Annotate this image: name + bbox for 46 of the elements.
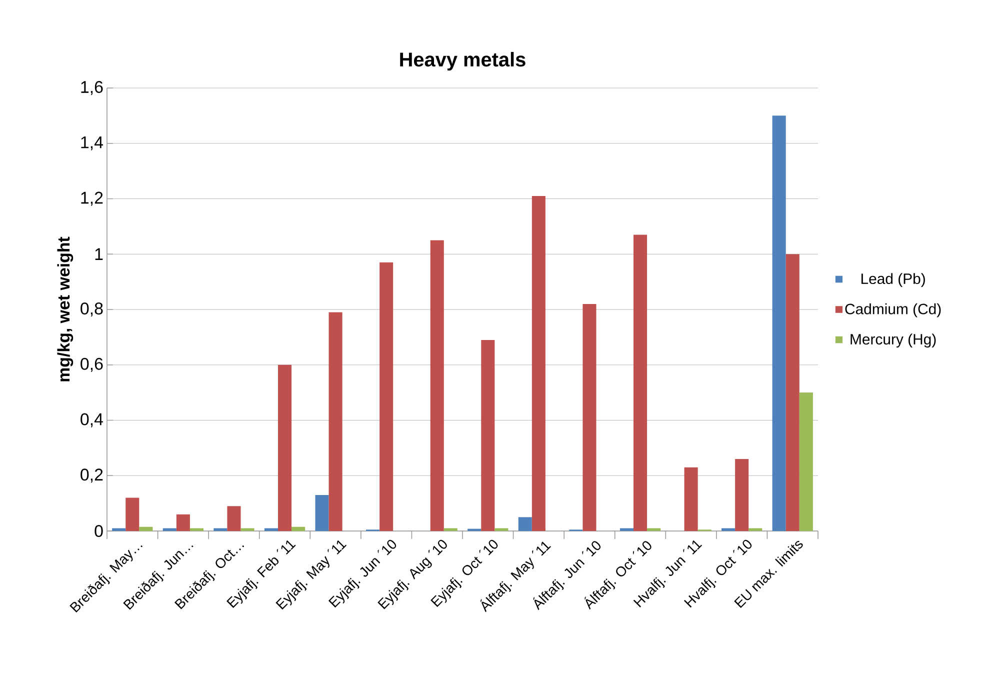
bar (748, 528, 762, 531)
bar (620, 528, 634, 531)
bar (633, 234, 648, 531)
y-tick-label: 0,2 (80, 468, 103, 483)
legend-label: Mercury (Hg) (850, 334, 936, 348)
bar (112, 528, 126, 531)
bar (162, 528, 176, 531)
bar (684, 467, 698, 531)
bar (292, 526, 306, 531)
y-tick-label: 1,2 (81, 192, 103, 206)
bar (799, 392, 813, 531)
y-tick-label: 1,4 (81, 136, 103, 150)
y-axis-title: mg/kg, wet weight (57, 236, 74, 382)
bar (315, 495, 329, 531)
bar (722, 528, 736, 531)
bar (139, 526, 153, 531)
bar (481, 340, 495, 531)
bar (240, 528, 254, 531)
bar (430, 240, 444, 531)
y-tick-label: 1,6 (81, 80, 103, 95)
bar (647, 528, 661, 531)
bar (214, 528, 228, 531)
bar (772, 116, 786, 531)
bar (735, 459, 749, 531)
bar (278, 364, 292, 531)
bar (264, 528, 278, 531)
bar (532, 196, 546, 531)
bar (176, 514, 190, 531)
bar (518, 517, 532, 531)
legend-label: Lead (Pb) (861, 273, 925, 287)
y-tick-label: 1 (95, 248, 103, 260)
bar (126, 498, 140, 531)
y-tick-label: 0,6 (80, 358, 103, 372)
bar (328, 312, 342, 531)
bar (494, 528, 508, 531)
bar (582, 304, 596, 531)
y-tick-label: 0,8 (80, 302, 103, 316)
bar (786, 254, 800, 531)
y-tick-label: 0 (94, 525, 103, 537)
bar (444, 528, 458, 531)
chart-title: Heavy metals (400, 52, 526, 71)
legend-label: Cadmium (Cd) (845, 303, 941, 318)
y-tick-label: 0,4 (80, 413, 103, 428)
bar (227, 506, 241, 531)
bar (380, 262, 394, 531)
bar (190, 528, 204, 531)
